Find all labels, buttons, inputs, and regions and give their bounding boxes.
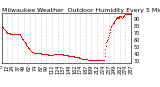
Text: Milwaukee Weather  Outdoor Humidity Every 5 Minutes (Last 24 Hours): Milwaukee Weather Outdoor Humidity Every… (2, 8, 160, 13)
